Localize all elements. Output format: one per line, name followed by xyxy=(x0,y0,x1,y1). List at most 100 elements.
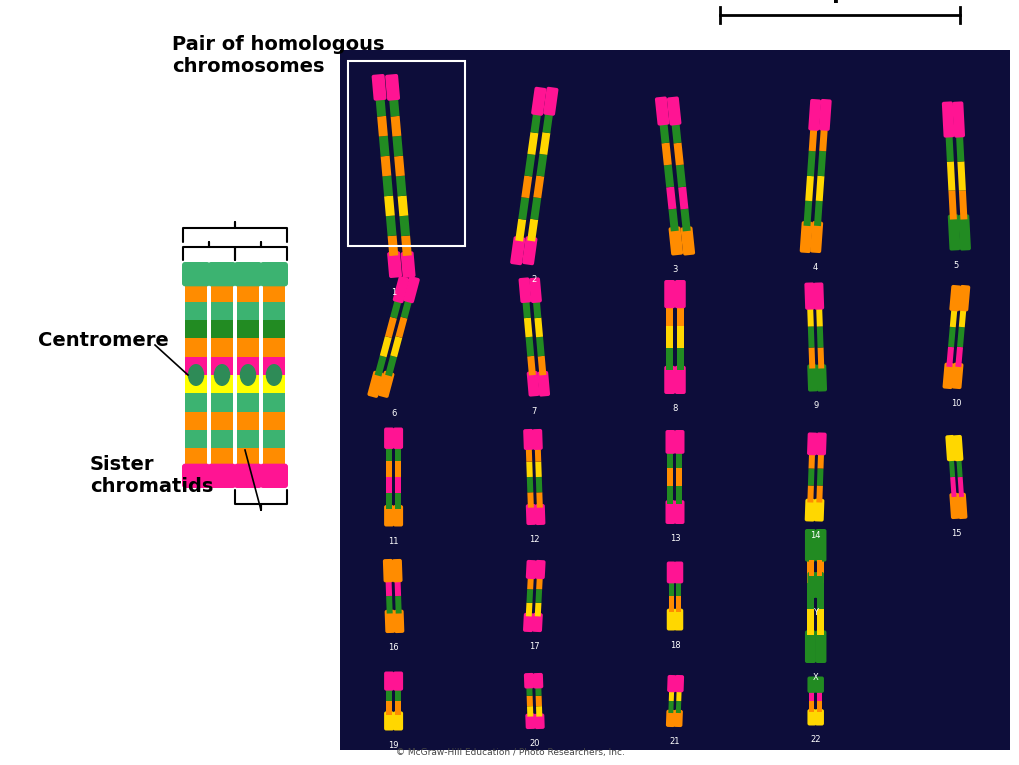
FancyBboxPatch shape xyxy=(814,572,823,598)
Bar xyxy=(816,690,821,701)
Bar xyxy=(676,348,683,370)
Bar xyxy=(676,596,681,612)
Text: Centromere: Centromere xyxy=(38,330,168,350)
Bar xyxy=(809,701,813,712)
Bar xyxy=(524,317,532,337)
Text: 20: 20 xyxy=(529,739,539,748)
Text: 3: 3 xyxy=(672,265,677,275)
FancyBboxPatch shape xyxy=(377,371,394,398)
Bar xyxy=(535,685,541,696)
FancyBboxPatch shape xyxy=(804,630,815,663)
Text: Sister
chromatids: Sister chromatids xyxy=(90,455,213,496)
Bar xyxy=(665,187,676,210)
Bar xyxy=(184,301,207,320)
FancyBboxPatch shape xyxy=(393,610,404,633)
Bar xyxy=(676,450,682,468)
FancyBboxPatch shape xyxy=(952,435,963,461)
Bar xyxy=(816,609,823,635)
Bar xyxy=(394,701,400,715)
Text: 1: 1 xyxy=(390,288,395,297)
Bar xyxy=(400,298,412,318)
Bar xyxy=(397,196,408,216)
FancyBboxPatch shape xyxy=(384,672,393,691)
FancyBboxPatch shape xyxy=(526,371,539,396)
Bar xyxy=(955,132,963,161)
FancyBboxPatch shape xyxy=(387,252,401,278)
Bar xyxy=(236,301,259,320)
Bar xyxy=(394,687,400,701)
Bar xyxy=(236,356,259,375)
Bar xyxy=(521,175,532,198)
FancyBboxPatch shape xyxy=(654,96,668,125)
Bar xyxy=(379,336,391,357)
FancyBboxPatch shape xyxy=(813,499,823,522)
FancyBboxPatch shape xyxy=(382,559,393,582)
FancyBboxPatch shape xyxy=(534,560,545,579)
FancyBboxPatch shape xyxy=(814,630,825,663)
Bar xyxy=(211,412,232,430)
Bar xyxy=(382,176,392,197)
FancyBboxPatch shape xyxy=(523,429,533,450)
Bar xyxy=(263,412,284,430)
Bar xyxy=(526,695,533,706)
Bar xyxy=(809,556,813,576)
Text: 5: 5 xyxy=(953,261,958,269)
Bar xyxy=(542,110,553,133)
Bar xyxy=(377,116,387,136)
Bar xyxy=(386,596,392,614)
Bar xyxy=(663,164,674,187)
Bar xyxy=(816,151,825,176)
FancyBboxPatch shape xyxy=(807,99,820,131)
Bar xyxy=(390,336,401,357)
Bar xyxy=(949,307,957,327)
Bar xyxy=(950,477,956,497)
Text: 11: 11 xyxy=(388,536,398,545)
Bar xyxy=(666,486,673,504)
Bar xyxy=(671,121,681,143)
FancyBboxPatch shape xyxy=(181,262,210,286)
Bar xyxy=(668,689,674,701)
Text: Y: Y xyxy=(812,608,817,617)
Bar xyxy=(400,236,412,256)
Bar xyxy=(386,461,391,477)
Bar xyxy=(389,298,401,318)
Text: 13: 13 xyxy=(669,534,680,543)
Text: 17: 17 xyxy=(529,642,539,651)
Bar xyxy=(676,164,686,187)
Text: 15: 15 xyxy=(951,529,961,538)
FancyBboxPatch shape xyxy=(392,672,403,691)
Bar xyxy=(392,135,403,157)
Bar xyxy=(536,337,544,356)
Bar xyxy=(236,338,259,356)
FancyBboxPatch shape xyxy=(260,262,287,286)
Bar xyxy=(211,283,232,301)
FancyBboxPatch shape xyxy=(806,432,817,455)
Bar xyxy=(527,356,535,376)
FancyBboxPatch shape xyxy=(529,278,541,303)
FancyBboxPatch shape xyxy=(392,428,403,449)
Bar xyxy=(530,110,541,133)
FancyBboxPatch shape xyxy=(951,363,963,389)
FancyBboxPatch shape xyxy=(532,673,543,689)
FancyBboxPatch shape xyxy=(666,562,675,584)
FancyBboxPatch shape xyxy=(371,74,386,101)
Bar xyxy=(676,486,682,504)
Bar xyxy=(806,609,813,635)
FancyBboxPatch shape xyxy=(525,560,536,579)
FancyBboxPatch shape xyxy=(385,74,399,101)
Bar xyxy=(658,121,668,143)
Bar xyxy=(806,557,813,583)
Bar xyxy=(676,468,682,486)
Bar xyxy=(958,190,966,220)
Bar xyxy=(263,430,284,448)
Bar xyxy=(816,451,823,469)
Ellipse shape xyxy=(266,364,282,386)
FancyBboxPatch shape xyxy=(815,364,826,392)
Text: 22: 22 xyxy=(810,735,820,744)
Bar xyxy=(525,446,532,462)
FancyBboxPatch shape xyxy=(531,86,546,116)
Bar xyxy=(665,304,673,326)
Bar xyxy=(536,492,542,508)
FancyBboxPatch shape xyxy=(674,675,684,692)
Bar xyxy=(956,327,964,347)
